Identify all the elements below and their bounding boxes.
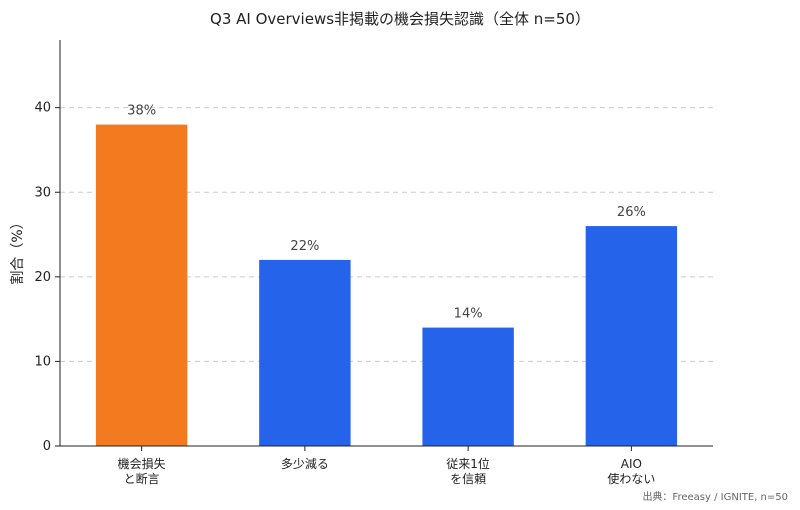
y-tick-label: 30 — [34, 185, 51, 200]
x-tick-label: 機会損失 — [118, 456, 166, 471]
x-tick-label: と断言 — [124, 471, 160, 486]
y-tick-label: 0 — [43, 439, 51, 454]
y-tick-label: 20 — [34, 270, 51, 285]
y-axis-ticks: 0 10 20 30 40 — [34, 101, 60, 454]
value-labels: 38% 22% 14% 26% — [127, 104, 646, 322]
bar — [585, 226, 678, 446]
bar-value-label: 26% — [617, 205, 646, 220]
x-tick-label: を信頼 — [450, 472, 486, 486]
bar-value-label: 38% — [127, 104, 156, 119]
y-tick-label: 40 — [34, 101, 51, 116]
bar — [259, 259, 351, 446]
x-tick-label: 多少減る — [281, 456, 329, 471]
bars — [95, 124, 678, 446]
x-tick-label: AIO — [621, 457, 642, 471]
y-tick-label: 10 — [34, 354, 51, 369]
y-axis-label: 割合（%） — [9, 215, 26, 284]
bar-value-label: 22% — [290, 239, 319, 254]
x-tick-label: 使わない — [607, 471, 655, 486]
source-note: 出典：Freeasy / IGNITE, n=50 — [642, 490, 788, 503]
bar — [422, 327, 514, 446]
x-tick-label: 従来1位 — [446, 456, 490, 471]
chart-title: Q3 AI Overviews非掲載の機会損失認識（全体 n=50） — [210, 10, 590, 28]
bar-value-label: 14% — [454, 307, 483, 322]
bar — [95, 124, 188, 446]
